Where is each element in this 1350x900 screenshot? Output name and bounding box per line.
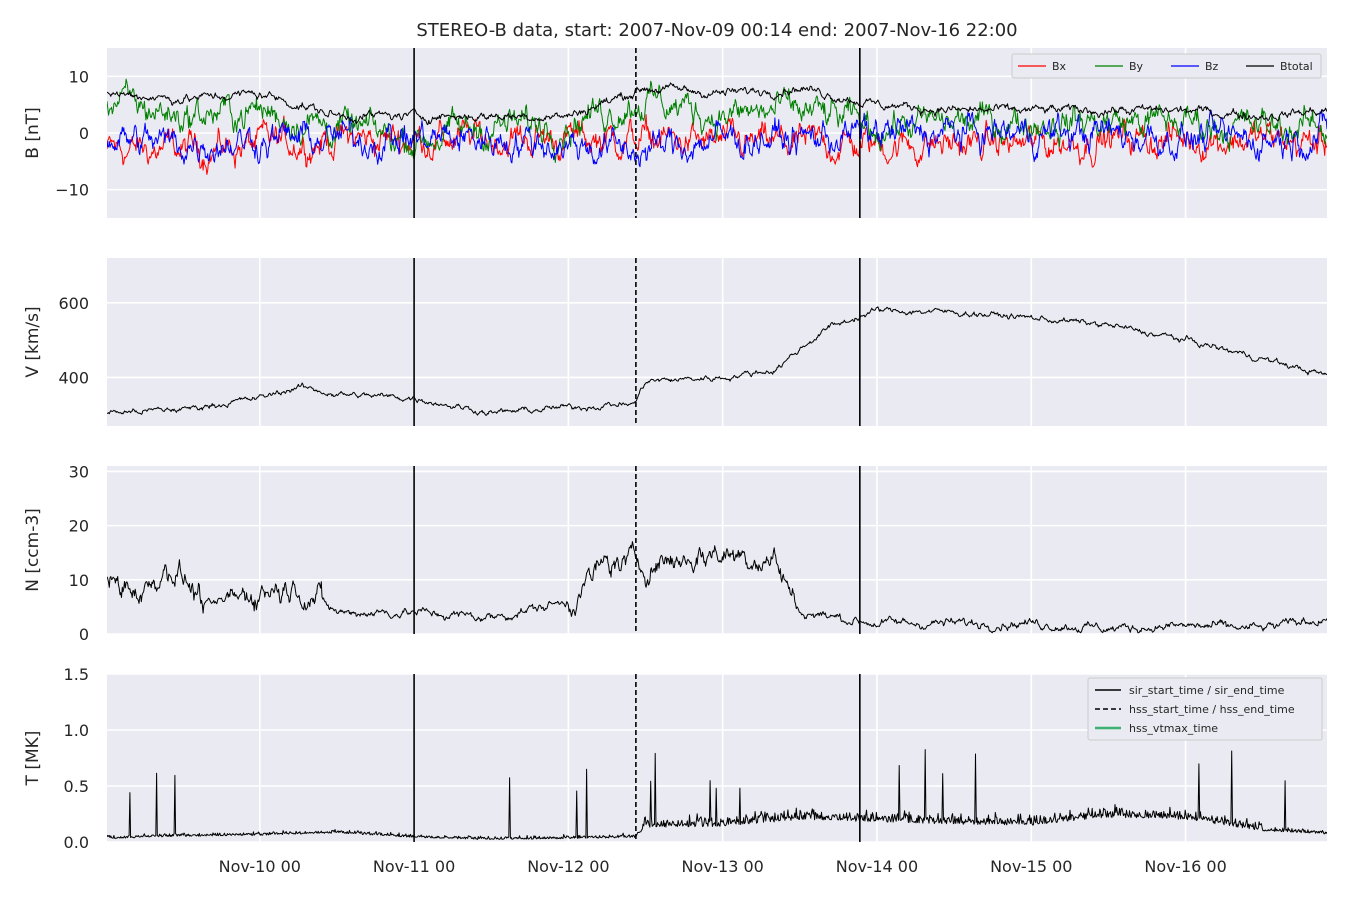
series-line-bz	[107, 109, 1327, 168]
legend-frame	[1087, 677, 1323, 741]
y-tick-label: −10	[55, 181, 89, 200]
y-axis-label: T [MK]	[23, 731, 43, 787]
legend-label: hss_start_time / hss_end_time	[1129, 703, 1295, 716]
legend-label-btotal: Btotal	[1280, 60, 1313, 73]
y-tick-label: 600	[58, 294, 89, 313]
series-line-by	[107, 78, 1327, 163]
panel-v: 400 600 V [km/s]	[23, 258, 1327, 426]
y-axis-label: V [km/s]	[23, 306, 43, 377]
panel-b: −10 0 10 B [nT] Bx By Bz Btotal	[23, 48, 1327, 218]
y-tick-label: 1.0	[64, 721, 89, 740]
x-tick-label: Nov-14 00	[836, 857, 918, 876]
series-group	[107, 306, 1327, 416]
plot-background	[107, 466, 1327, 634]
legend-b: Bx By Bz Btotal	[1011, 53, 1322, 79]
y-tick-label: 0.5	[64, 777, 89, 796]
x-tick-label: Nov-16 00	[1144, 857, 1226, 876]
series-line-t	[107, 749, 1327, 840]
series-line-v	[107, 306, 1327, 416]
y-tick-label: 1.5	[64, 665, 89, 684]
legend-frame	[1011, 53, 1322, 79]
series-line-n	[107, 541, 1327, 634]
y-axis-label: B [nT]	[23, 107, 43, 159]
series-group	[107, 541, 1327, 634]
legend-label: hss_vtmax_time	[1129, 722, 1218, 735]
x-tick-label: Nov-10 00	[219, 857, 301, 876]
x-tick-label: Nov-15 00	[990, 857, 1072, 876]
chart-panels: −10 0 10 B [nT] Bx By Bz Btotal 400 600 V [km/s] 0 1…	[23, 48, 1327, 876]
panel-n: 0 10 20 30 N [ccm-3]	[23, 462, 1327, 644]
y-tick-label: 0	[79, 625, 89, 644]
legend-label-by: By	[1129, 60, 1144, 73]
y-tick-label: 0	[79, 124, 89, 143]
x-tick-label: Nov-13 00	[681, 857, 763, 876]
y-tick-label: 0.0	[64, 833, 89, 852]
series-group	[107, 749, 1327, 840]
x-tick-label: Nov-12 00	[527, 857, 609, 876]
y-tick-label: 20	[69, 517, 89, 536]
chart-title: STEREO-B data, start: 2007-Nov-09 00:14 …	[416, 20, 1017, 41]
panel-t: 0.0 0.5 1.0 1.5 T [MK] sir_start_time / sir_e…	[23, 665, 1327, 852]
legend-label-bx: Bx	[1052, 60, 1067, 73]
y-tick-label: 30	[69, 462, 89, 481]
series-group	[107, 78, 1327, 175]
y-axis-label: N [ccm-3]	[23, 508, 43, 592]
legend-label-bz: Bz	[1205, 60, 1219, 73]
legend-label: sir_start_time / sir_end_time	[1129, 684, 1285, 697]
series-line-btotal	[107, 82, 1327, 126]
legend-events: sir_start_time / sir_end_time hss_start_t…	[1087, 677, 1323, 741]
y-tick-label: 10	[69, 67, 89, 86]
plot-background	[107, 258, 1327, 426]
y-tick-label: 10	[69, 571, 89, 590]
x-tick-label: Nov-11 00	[373, 857, 455, 876]
y-tick-label: 400	[58, 368, 89, 387]
